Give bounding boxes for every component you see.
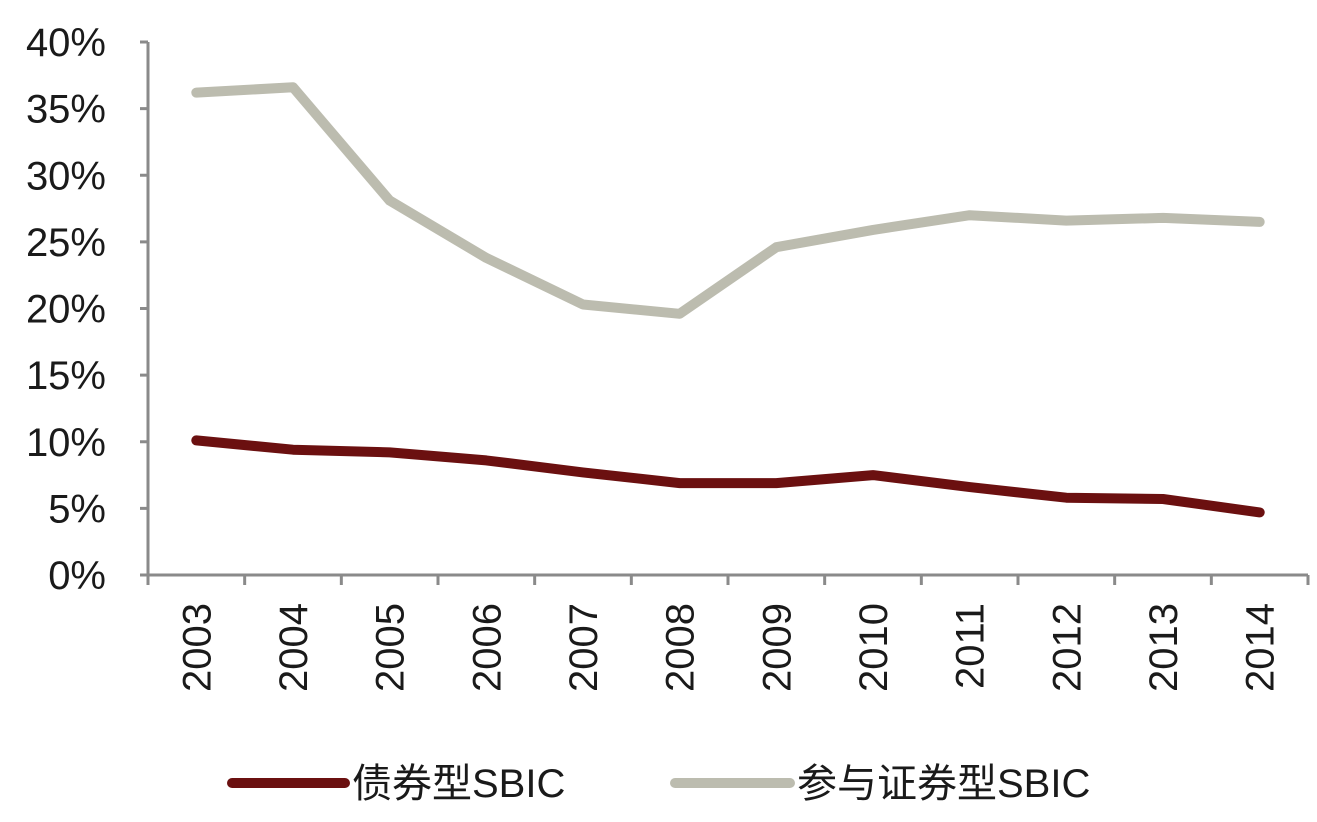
series-line-1 <box>191 82 1265 319</box>
y-tick-label: 15% <box>26 354 106 398</box>
x-tick-label: 2004 <box>272 603 316 692</box>
y-tick-label: 35% <box>26 88 106 132</box>
y-tick-label: 0% <box>48 554 106 598</box>
x-tick-label: 2008 <box>659 603 703 692</box>
x-tick-label: 2006 <box>465 603 509 692</box>
legend: 债券型SBIC 参与证券型SBIC <box>227 762 1090 806</box>
legend-label: 债券型SBIC <box>352 762 565 806</box>
y-tick-label: 10% <box>26 421 106 465</box>
x-tick-label: 2011 <box>949 603 993 689</box>
legend-label: 参与证券型SBIC <box>797 762 1090 806</box>
series-line-0 <box>191 435 1265 518</box>
y-tick-label: 20% <box>26 288 106 332</box>
y-axis-tick-labels: 0% 5% 10% 15% 20% 25% 30% 35% 40% <box>26 21 106 598</box>
axes <box>140 40 1310 585</box>
series-lines <box>191 82 1265 518</box>
y-tick-label: 30% <box>26 154 106 198</box>
x-axis-tick-labels: 2003 2004 2005 2006 2007 2008 2009 2010 2011 2012… <box>175 603 1282 692</box>
x-tick-label: 2012 <box>1045 603 1089 692</box>
x-tick-label: 2010 <box>852 603 896 692</box>
x-tick-label: 2014 <box>1239 603 1283 692</box>
x-tick-label: 2009 <box>755 603 799 692</box>
x-tick-label: 2005 <box>369 603 413 692</box>
y-tick-label: 25% <box>26 221 106 265</box>
x-tick-label: 2013 <box>1142 603 1186 692</box>
y-tick-label: 5% <box>48 487 106 531</box>
x-tick-label: 2003 <box>175 603 219 692</box>
y-tick-label: 40% <box>26 21 106 65</box>
x-tick-label: 2007 <box>562 603 606 692</box>
